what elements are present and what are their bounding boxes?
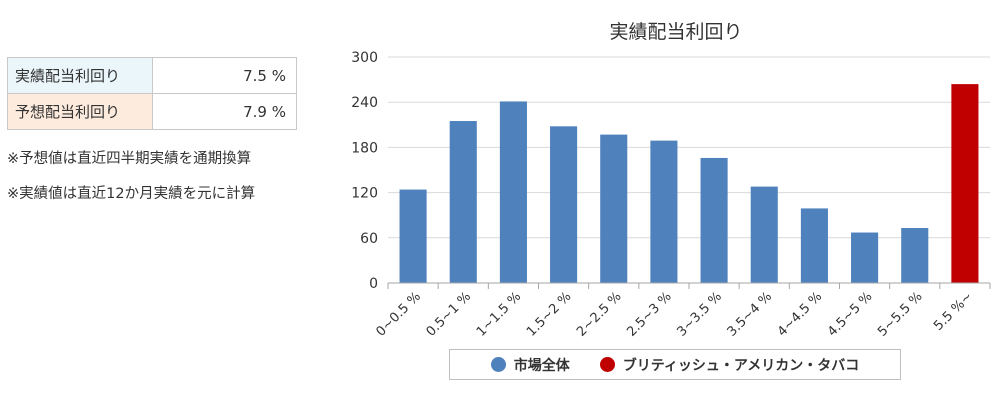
bars (400, 84, 979, 283)
bar-market-9 (851, 233, 878, 283)
forecast-yield-value: 7.9 % (153, 94, 297, 130)
y-tick-label: 60 (360, 231, 378, 247)
y-tick-label: 300 (351, 50, 378, 66)
x-tick-label: 4~4.5 % (775, 289, 825, 339)
chart-title: 実績配当利回り (609, 21, 742, 43)
bar-market-3 (550, 126, 577, 283)
y-tick-label: 180 (351, 140, 378, 156)
legend-item-bat: ブリティッシュ・アメリカン・タバコ (600, 355, 859, 375)
bar-market-2 (500, 101, 527, 283)
bar-bat-11 (951, 84, 978, 283)
x-tick-label: 3~3.5 % (674, 289, 724, 339)
y-tick-label: 240 (351, 95, 378, 111)
note-actual-method: ※実績値は直近12か月実績を元に計算 (7, 182, 255, 203)
bar-market-8 (801, 208, 828, 283)
bar-market-1 (450, 121, 477, 283)
bar-market-5 (650, 141, 677, 283)
bar-market-4 (600, 135, 627, 283)
legend-bat-label: ブリティッシュ・アメリカン・タバコ (623, 355, 859, 375)
bar-market-0 (400, 190, 427, 283)
forecast-yield-label: 予想配当利回り (8, 94, 153, 130)
x-tick-label: 1~1.5 % (474, 289, 524, 339)
yield-distribution-chart: 実績配当利回り 0 60 120 180 240 300 0~0.5 %0.5~1 %1~1… (320, 0, 1005, 345)
legend-bat-dot (600, 357, 615, 372)
bar-market-10 (901, 228, 928, 283)
x-tick-label: 2.5~3 % (624, 289, 674, 339)
yield-row-actual: 実績配当利回り 7.5 % (8, 58, 297, 94)
x-tick-label: 5~5.5 % (875, 289, 925, 339)
legend-item-market: 市場全体 (491, 355, 570, 375)
yield-row-forecast: 予想配当利回り 7.9 % (8, 94, 297, 130)
x-tick-label: 0~0.5 % (373, 289, 423, 339)
x-tick-label: 4.5~5 % (825, 289, 875, 339)
y-tick-label: 120 (351, 186, 378, 202)
gridlines (388, 57, 990, 238)
actual-yield-value: 7.5 % (153, 58, 297, 94)
legend-market-dot (491, 357, 506, 372)
x-tick-label: 2~2.5 % (574, 289, 624, 339)
x-tick-label: 5.5 %~ (931, 289, 976, 334)
bar-market-7 (751, 187, 778, 283)
chart-legend: 市場全体 ブリティッシュ・アメリカン・タバコ (449, 349, 901, 380)
x-tick-label: 0.5~1 % (424, 289, 474, 339)
x-tick-label: 3.5~4 % (725, 289, 775, 339)
x-tick-label: 1.5~2 % (524, 289, 574, 339)
note-forecast-method: ※予想値は直近四半期実績を通期換算 (7, 147, 251, 168)
bar-market-6 (701, 158, 728, 283)
actual-yield-label: 実績配当利回り (8, 58, 153, 94)
legend-market-label: 市場全体 (514, 355, 570, 375)
y-tick-label: 0 (369, 276, 378, 292)
yield-table: 実績配当利回り 7.5 % 予想配当利回り 7.9 % (7, 57, 297, 130)
